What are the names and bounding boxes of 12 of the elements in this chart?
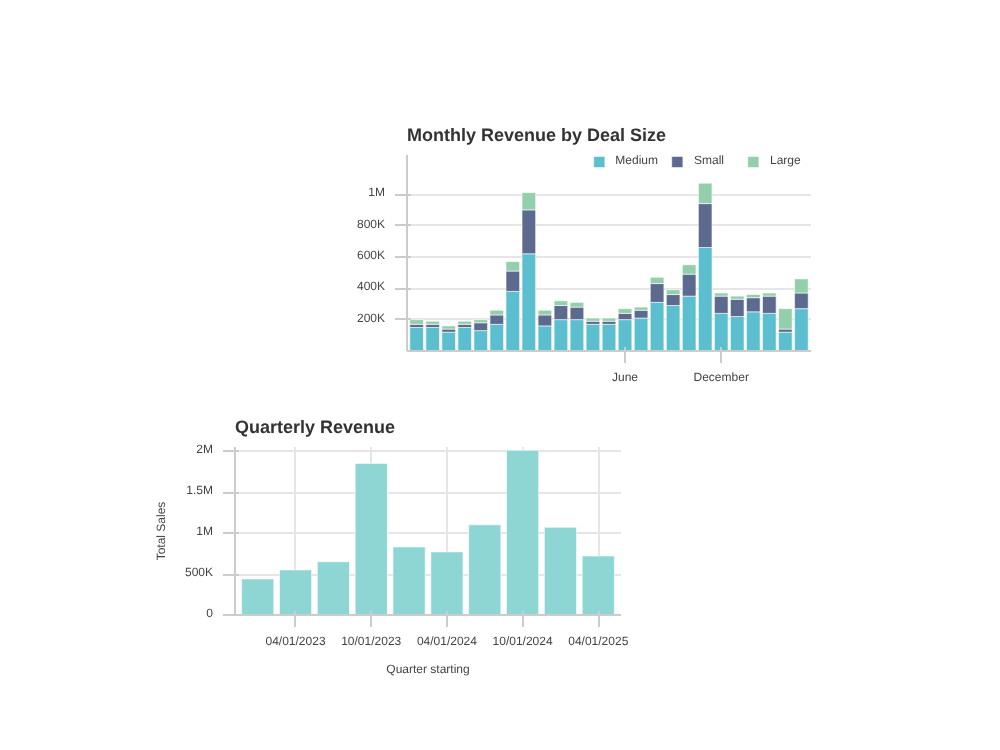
bar: [354, 463, 388, 615]
bar: [468, 524, 502, 615]
chart-title: Quarterly Revenue: [235, 417, 396, 437]
bar: [392, 546, 426, 615]
bar: [430, 551, 464, 615]
bar: [581, 555, 615, 615]
bar: [279, 569, 312, 615]
bar: [506, 449, 539, 615]
bar: [317, 561, 350, 615]
bar: [241, 578, 275, 615]
chart-title: Monthly Revenue by Deal Size: [407, 125, 667, 145]
bar: [544, 527, 577, 615]
